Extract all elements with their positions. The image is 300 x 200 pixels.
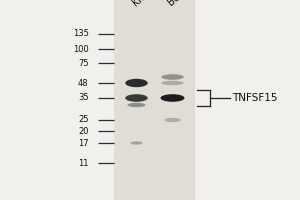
Text: TNFSF15: TNFSF15 <box>232 93 278 103</box>
Ellipse shape <box>125 79 148 87</box>
Bar <box>114 0 195 200</box>
Text: 20: 20 <box>78 127 88 136</box>
Text: 25: 25 <box>78 116 88 124</box>
Text: 11: 11 <box>78 158 88 168</box>
Text: 100: 100 <box>73 45 88 53</box>
Ellipse shape <box>161 81 184 85</box>
Text: 75: 75 <box>78 58 88 68</box>
Text: Kidney: Kidney <box>130 0 162 8</box>
Ellipse shape <box>125 94 148 102</box>
Ellipse shape <box>130 141 142 145</box>
Text: 17: 17 <box>78 138 88 148</box>
Text: Bone: Bone <box>166 0 192 8</box>
Ellipse shape <box>161 74 184 80</box>
Text: 35: 35 <box>78 94 88 102</box>
Ellipse shape <box>128 103 146 107</box>
Text: 135: 135 <box>73 29 88 38</box>
Ellipse shape <box>164 118 181 122</box>
Text: 48: 48 <box>78 78 88 88</box>
Ellipse shape <box>160 94 184 102</box>
